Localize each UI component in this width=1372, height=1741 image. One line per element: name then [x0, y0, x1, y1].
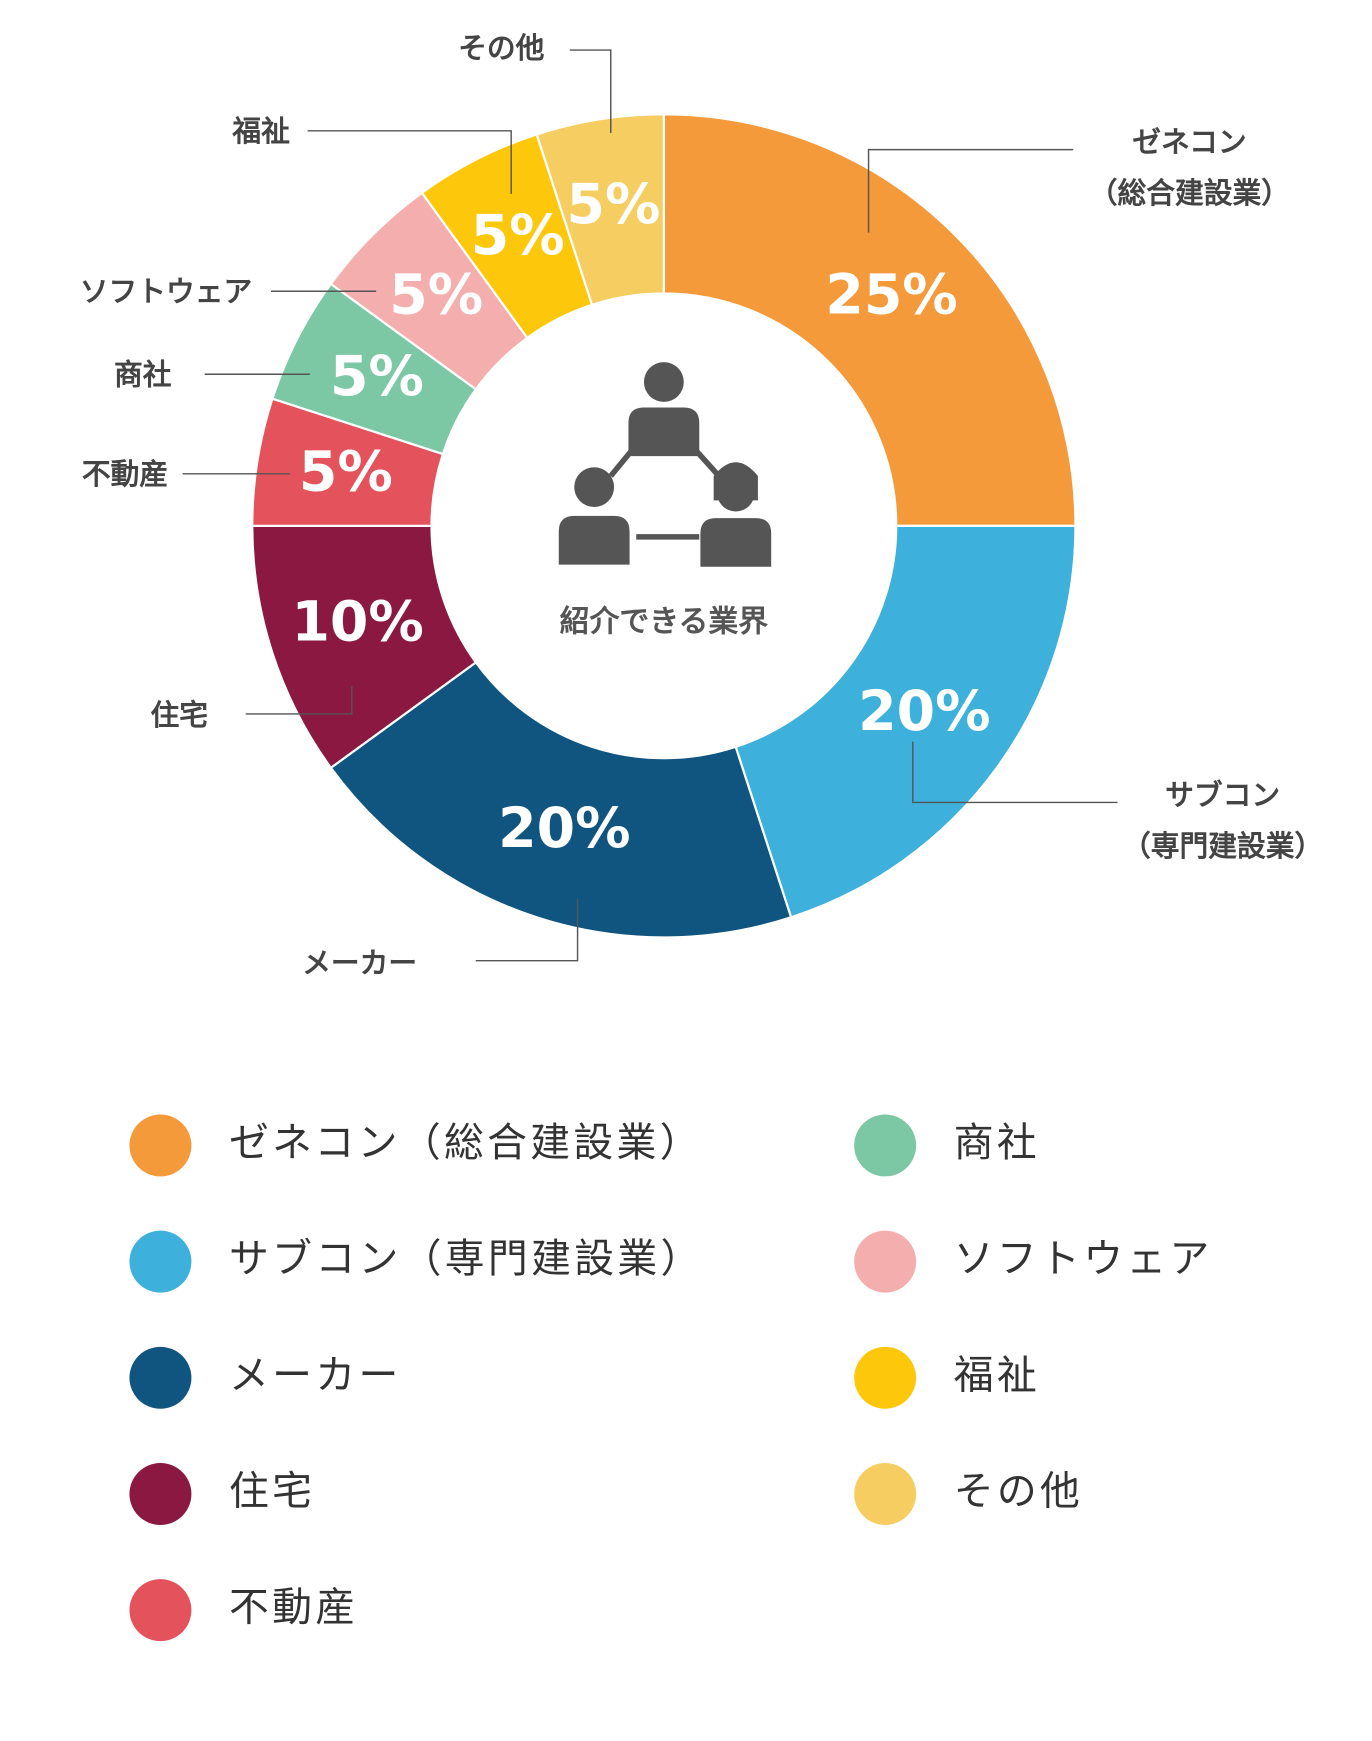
legend-swatch — [854, 1230, 917, 1293]
legend-swatch — [854, 1463, 917, 1525]
leader-line — [307, 130, 512, 194]
leader-line — [475, 898, 579, 962]
value-label: 10% — [291, 590, 423, 654]
value-label: 20% — [498, 797, 630, 861]
legend-swatch — [129, 1114, 192, 1177]
leader-line — [245, 686, 353, 715]
value-label: 20% — [858, 680, 990, 744]
legend-swatch — [129, 1346, 192, 1409]
callout-label: サブコン （専門建設業） — [1122, 778, 1323, 863]
legend-swatch — [854, 1114, 917, 1177]
callout-line: （総合建設業） — [1089, 176, 1290, 210]
legend-label: その他 — [954, 1468, 1083, 1514]
donut-segment — [329, 660, 793, 939]
callout-label: 不動産 — [82, 457, 168, 491]
leader-line — [912, 741, 1118, 804]
legend-label: ソフトウェア — [954, 1236, 1213, 1282]
legend-swatch — [129, 1463, 192, 1525]
callout-label: 福祉 — [231, 114, 290, 148]
callout-label: 住宅 — [151, 698, 209, 732]
leader-line — [867, 148, 1074, 233]
value-label: 25% — [825, 263, 957, 327]
leader-line — [569, 49, 612, 134]
value-label: 5% — [471, 204, 565, 268]
legend-label: サブコン（専門建設業） — [229, 1236, 704, 1282]
donut-segment — [535, 113, 665, 307]
donut-segment — [734, 524, 1077, 919]
callout-label: ソフトウェア — [80, 274, 252, 308]
legend-swatch — [854, 1346, 917, 1409]
legend-label: 商社 — [954, 1120, 1040, 1166]
callout-label: ゼネコン （総合建設業） — [1089, 125, 1290, 210]
callout-label: メーカー — [302, 946, 417, 980]
value-label: 5% — [567, 173, 661, 237]
legend-swatch — [129, 1579, 192, 1642]
callout-label: その他 — [458, 31, 544, 65]
legend-label: 住宅 — [229, 1468, 315, 1514]
people-icon — [558, 362, 772, 567]
value-label: 5% — [389, 263, 483, 327]
value-label: 5% — [330, 345, 424, 409]
legend-label: メーカー — [229, 1352, 402, 1398]
legend-label: 福祉 — [954, 1352, 1040, 1398]
legend-label: ゼネコン（総合建設業） — [229, 1120, 703, 1166]
donut-segment — [662, 113, 1077, 527]
value-label: 5% — [299, 441, 393, 505]
legend-swatch — [129, 1230, 192, 1293]
callout-line: サブコン — [1165, 778, 1280, 812]
callout-label: 商社 — [114, 357, 172, 391]
callout-line: （専門建設業） — [1122, 829, 1323, 863]
callout-line: ゼネコン — [1132, 125, 1246, 159]
center-text: 紹介できる業界 — [560, 605, 769, 640]
legend-label: 不動産 — [229, 1585, 358, 1631]
